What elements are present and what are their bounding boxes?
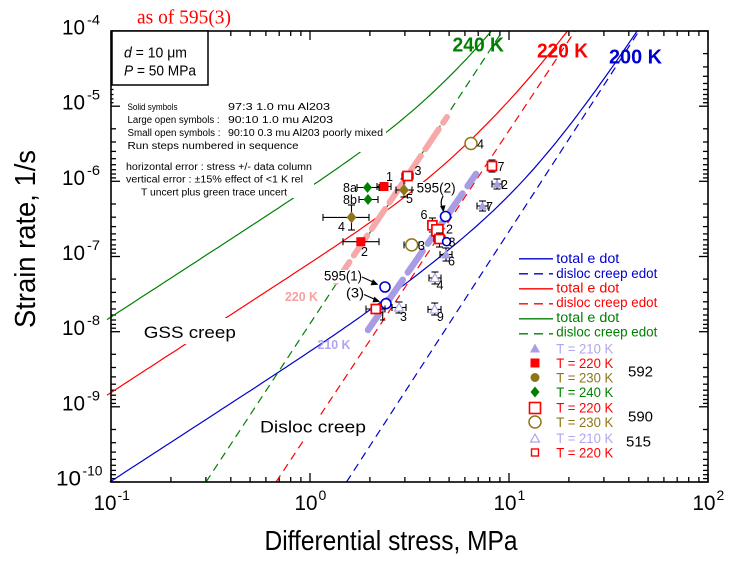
svg-text:10: 10 [62,92,85,115]
svg-text:GSS creep: GSS creep [144,323,236,342]
svg-text:T = 220 K: T = 220 K [556,401,613,416]
svg-text:total e dot: total e dot [556,281,619,296]
svg-text:T = 210 K: T = 210 K [556,342,613,357]
svg-text:590: 590 [628,409,653,426]
svg-text:T = 230 K: T = 230 K [556,371,613,386]
svg-text:210 K: 210 K [318,337,352,352]
svg-text:-8: -8 [87,312,100,328]
svg-text:3: 3 [418,239,425,253]
svg-text:-4: -4 [87,12,100,28]
svg-text:240 K: 240 K [453,35,505,57]
svg-text:7: 7 [498,160,505,174]
svg-text:2: 2 [717,487,725,503]
svg-text:10: 10 [494,492,517,515]
svg-text:8a: 8a [343,181,357,195]
svg-text:P = 50 MPa: P = 50 MPa [124,63,197,80]
svg-text:90:10 1.0 mu Al203: 90:10 1.0 mu Al203 [228,115,334,126]
svg-text:10: 10 [62,317,85,340]
svg-text:10: 10 [62,17,85,40]
svg-text:4: 4 [437,279,444,293]
svg-text:3: 3 [400,310,407,324]
svg-text:disloc creep edot: disloc creep edot [556,295,657,310]
svg-text:T uncert plus green trace unce: T uncert plus green trace uncert [141,188,287,199]
svg-text:10: 10 [295,492,318,515]
svg-text:595(1): 595(1) [324,269,362,284]
svg-text:10: 10 [56,468,81,491]
svg-text:Solid symbols: Solid symbols [128,102,178,113]
svg-text:2: 2 [361,245,368,259]
svg-text:595(2): 595(2) [417,181,456,196]
svg-text:9: 9 [437,310,444,324]
svg-text:-5: -5 [87,87,100,103]
svg-text:Small open symbols :: Small open symbols : [128,128,221,139]
svg-text:10: 10 [62,167,85,190]
svg-text:1: 1 [386,170,393,184]
svg-text:220 K: 220 K [285,289,319,304]
svg-text:T = 220 K: T = 220 K [556,356,613,371]
svg-text:total e dot: total e dot [556,251,619,266]
svg-text:4: 4 [338,220,345,234]
svg-text:10: 10 [62,242,85,265]
svg-text:515: 515 [626,434,651,451]
svg-text:90:10 0.3 mu Al203 poorly mixe: 90:10 0.3 mu Al203 poorly mixed [228,128,383,139]
svg-text:Run steps numbered in sequence: Run steps numbered in sequence [128,141,299,152]
svg-text:Strain rate, 1/s: Strain rate, 1/s [10,150,42,328]
svg-text:Disloc creep: Disloc creep [260,418,366,437]
svg-text:8: 8 [449,236,456,250]
svg-text:d = 10 μm: d = 10 μm [124,45,187,62]
svg-text:total e dot: total e dot [556,310,619,325]
svg-text:-7: -7 [87,237,100,253]
svg-text:T = 210 K: T = 210 K [556,431,613,446]
svg-text:-10: -10 [83,463,103,479]
svg-text:2: 2 [501,178,508,192]
svg-text:97:3 1.0 mu Al203: 97:3 1.0 mu Al203 [228,102,331,113]
svg-text:Differential stress, MPa: Differential stress, MPa [265,525,518,556]
svg-text:0: 0 [319,487,327,503]
svg-text:-1: -1 [118,487,131,503]
svg-text:(3): (3) [346,286,364,301]
svg-text:T = 230 K: T = 230 K [556,415,613,430]
svg-text:T = 240 K: T = 240 K [556,385,613,400]
svg-text:as of 595(3): as of 595(3) [137,7,231,29]
svg-text:10: 10 [62,392,85,415]
svg-text:T = 220 K: T = 220 K [556,446,613,461]
svg-text:200 K: 200 K [609,47,663,69]
svg-text:Large open symbols :: Large open symbols : [128,115,220,126]
svg-text:horizontal error : stress +/-: horizontal error : stress +/- data colum… [126,162,312,173]
svg-text:6: 6 [448,255,455,269]
svg-text:disloc creep edot: disloc creep edot [556,266,657,281]
svg-text:5: 5 [406,192,413,206]
svg-text:3: 3 [415,164,422,178]
svg-text:6: 6 [421,208,428,222]
svg-text:1: 1 [518,487,526,503]
svg-text:disloc creep edot: disloc creep edot [556,325,657,340]
svg-text:7: 7 [486,200,493,214]
svg-text:8b: 8b [343,193,357,207]
svg-text:vertical error : ±15% effect o: vertical error : ±15% effect of <1 K rel [126,175,303,186]
svg-text:-9: -9 [87,387,100,403]
svg-text:-6: -6 [87,162,100,178]
svg-text:10: 10 [94,492,117,515]
svg-text:592: 592 [628,364,653,381]
svg-text:220 K: 220 K [537,41,589,63]
svg-text:2: 2 [446,223,453,237]
svg-text:1: 1 [379,310,386,324]
svg-text:10: 10 [693,492,716,515]
svg-text:4: 4 [477,138,484,152]
